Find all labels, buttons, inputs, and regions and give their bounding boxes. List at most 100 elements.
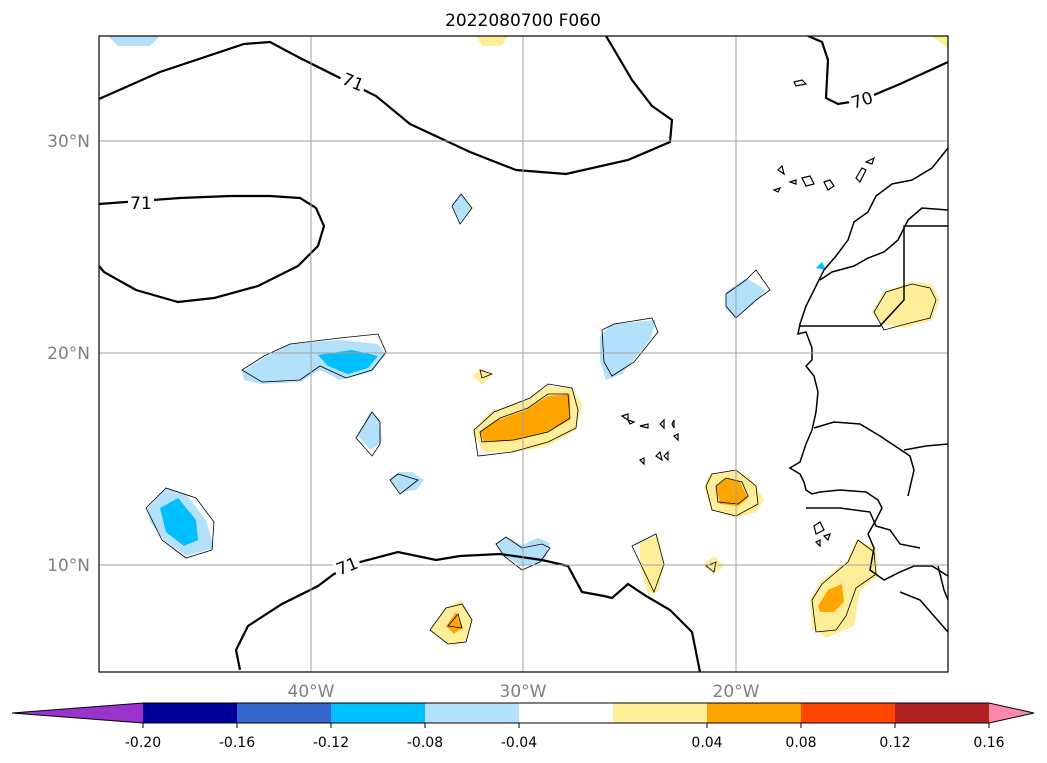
island-cv-8 (655, 450, 663, 462)
island-canary-6 (864, 156, 876, 165)
shade-pos-8n-16w (810, 540, 878, 638)
island-cv-3 (639, 423, 649, 429)
colorbar-tick-label: -0.16 (219, 735, 255, 751)
shade-pos-21n-12w (872, 282, 940, 328)
island-madeira (793, 79, 808, 87)
colorbar-segment (519, 703, 614, 723)
outline-13n-20w-outer (705, 469, 759, 517)
colorbar-tick-label: 0.12 (879, 735, 910, 751)
shade-neg-23n-20w (726, 278, 766, 318)
colorbar-segment (801, 703, 896, 723)
island-cv-7 (638, 457, 645, 466)
colorbar-segment (895, 703, 990, 723)
outline-20n-40w (241, 333, 387, 383)
shade-neg-14n (390, 472, 424, 492)
colorbar-segment (425, 703, 520, 723)
colorbar-tick-label: -0.12 (313, 735, 349, 751)
border-west-sahara (819, 207, 948, 281)
outline-17n-30w-outer (473, 383, 579, 457)
island-canary-1 (777, 164, 785, 176)
shading-outlines (145, 193, 937, 645)
outline-17n-30w-inner (479, 393, 571, 443)
outline-9n-24w (631, 533, 665, 594)
shade-pos-8n-16w-core (818, 584, 844, 612)
contour-71-north (99, 36, 674, 176)
contour-label-71-b: 71 (130, 194, 152, 214)
border-sierra (899, 591, 948, 633)
shade-neg-top-left (108, 36, 160, 46)
colorbar-tick-label: -0.04 (501, 735, 537, 751)
lat-label-20n: 20°N (47, 344, 90, 364)
outline-12n (145, 487, 215, 559)
shade-pos-top (476, 36, 508, 46)
lon-axis-labels: 40°W 30°W 20°W (288, 682, 760, 702)
island-canary-7 (772, 186, 782, 193)
map-frame (98, 35, 949, 673)
lon-label-40w: 40°W (288, 682, 335, 702)
outline-23n-20w (725, 269, 771, 319)
colorbar-tick-label: 0.04 (691, 735, 722, 751)
outline-13n-20w-inner (715, 477, 749, 505)
outline-14n (389, 473, 419, 495)
colorbar-segment (707, 703, 802, 723)
colorbar-tick-label: -0.20 (125, 735, 161, 751)
outline-7n-33w-outer (429, 603, 473, 645)
island-canary-2 (788, 179, 797, 185)
lon-label-20w: 20°W (713, 682, 760, 702)
gridlines (99, 36, 948, 672)
outline-20n-26w (601, 317, 659, 377)
colorbar-segment (613, 703, 708, 723)
outline-19n-33w (479, 369, 494, 379)
lat-label-30n: 30°N (47, 132, 90, 152)
shade-pos-17n-30w-core (480, 394, 570, 442)
border-mali (903, 443, 948, 451)
contour-71-south (234, 550, 702, 672)
shade-neg-20n-26w (600, 320, 656, 380)
border-mauritania-north (800, 225, 948, 327)
outline-10n-21w (705, 561, 717, 573)
island-cv-6 (672, 433, 679, 442)
island-cv-9 (663, 450, 669, 462)
outline-16n (355, 411, 381, 457)
shade-neg-16n (358, 412, 382, 450)
lat-label-10n: 10°N (47, 556, 90, 576)
border-guinea (806, 507, 921, 549)
lat-axis-labels: 30°N 20°N 10°N (47, 132, 90, 576)
shade-neg-24n-coast (816, 262, 826, 270)
island-cv-5 (671, 419, 675, 429)
outline-11n-30w (495, 536, 551, 571)
island-cv-2 (626, 418, 636, 425)
island-cv-4 (659, 418, 665, 430)
outline-27n (451, 193, 473, 225)
islands (620, 79, 876, 548)
island-bissagos (813, 521, 831, 548)
island-canary-4 (823, 179, 835, 191)
contour-label-bg-4 (846, 86, 878, 114)
outline-21n-12w (873, 283, 937, 331)
colorbar-extend-low (12, 703, 143, 723)
colorbar-tick-label: 0.16 (973, 735, 1004, 751)
border-senegal (813, 421, 915, 497)
colorbar-segment (237, 703, 332, 723)
outline-7n-33w-inner (447, 613, 463, 629)
shade-neg-12n-core (160, 498, 198, 546)
colorbar-segment (331, 703, 426, 723)
contour-labels: 71 71 71 70 (128, 67, 878, 581)
colorbar-tick-label: -0.08 (407, 735, 443, 751)
colorbar-segment (143, 703, 238, 723)
shade-pos-13n-20w-core (716, 478, 748, 506)
lon-label-30w: 30°W (500, 682, 547, 702)
colorbar: -0.20 -0.16 -0.12 -0.08 -0.04 0.04 0.08 0.12 0.1… (11, 702, 1035, 751)
contour-label-bg-3 (331, 551, 363, 581)
contour-label-bg-1 (337, 67, 369, 97)
contour-70-ne (807, 36, 948, 106)
colorbar-tick-label: 0.08 (785, 735, 816, 751)
border-liberia (937, 565, 948, 601)
contour-71-mid (99, 194, 326, 304)
map-area: 71 71 71 70 (99, 36, 948, 672)
colorbar-extend-high (989, 703, 1034, 723)
coast-africa (788, 147, 948, 581)
map-title: 2022080700 F060 (445, 11, 601, 31)
coastlines (788, 147, 948, 633)
